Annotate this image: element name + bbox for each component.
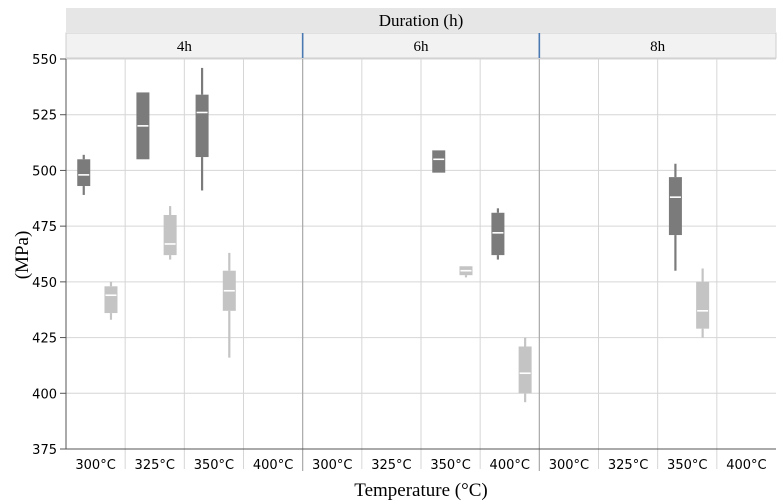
box-body xyxy=(432,150,446,173)
facet-header-background xyxy=(66,8,776,32)
box-body xyxy=(163,215,177,256)
box-4h-300°C-dark xyxy=(77,154,91,195)
x-axis-label: Temperature (°C) xyxy=(354,480,487,501)
y-axis-label: (MPa) xyxy=(12,231,33,280)
box-4h-350°C-light xyxy=(222,252,236,358)
box-4h-325°C-light xyxy=(163,206,177,260)
box-4h-325°C-dark xyxy=(136,92,150,160)
panel-label-8h: 8h xyxy=(650,39,666,55)
box-body xyxy=(195,94,209,158)
y-tick-label: 475 xyxy=(32,220,57,235)
box-body xyxy=(77,159,91,187)
panel-headers: 4h 6h 8h xyxy=(65,32,777,59)
x-tick-label: 325°C xyxy=(608,458,648,473)
box-6h-350°C-light xyxy=(459,266,473,278)
panel-header-6h xyxy=(302,32,540,59)
x-tick-label: 325°C xyxy=(371,458,411,473)
box-body xyxy=(668,177,682,236)
box-body xyxy=(104,286,118,314)
x-tick-label: 325°C xyxy=(135,458,175,473)
x-tick-label: 350°C xyxy=(194,458,234,473)
x-tick-label: 400°C xyxy=(490,458,530,473)
box-body xyxy=(518,346,532,394)
panel-label-6h: 6h xyxy=(414,39,430,55)
facet-header-title: Duration (h) xyxy=(379,11,464,30)
x-tick-label: 350°C xyxy=(667,458,707,473)
y-tick-label: 400 xyxy=(32,387,57,402)
y-tick-label: 450 xyxy=(32,276,57,291)
panel-header-4h xyxy=(65,32,304,59)
box-6h-350°C-dark xyxy=(432,150,446,173)
box-6h-400°C-dark xyxy=(491,208,505,260)
panel-header-8h xyxy=(538,32,777,59)
y-tick-label: 425 xyxy=(32,332,57,347)
box-6h-400°C-light xyxy=(518,337,532,403)
box-body xyxy=(696,281,710,329)
x-tick-label: 400°C xyxy=(726,458,766,473)
x-tick-label: 350°C xyxy=(430,458,470,473)
grid-lines xyxy=(66,58,776,471)
x-tick-label: 400°C xyxy=(253,458,293,473)
axes: 375 400 425 450 475 500 525 550 300°C 325°C 350°C 4… xyxy=(32,53,776,473)
x-tick-label: 300°C xyxy=(549,458,589,473)
y-tick-label: 500 xyxy=(32,164,57,179)
box-4h-350°C-dark xyxy=(195,67,209,191)
panel-label-4h: 4h xyxy=(177,39,193,55)
box-body xyxy=(491,212,505,256)
boxes xyxy=(77,67,710,403)
box-4h-300°C-light xyxy=(104,281,118,320)
y-tick-label: 525 xyxy=(32,109,57,124)
x-tick-label: 300°C xyxy=(75,458,115,473)
box-8h-350°C-light xyxy=(696,268,710,338)
y-tick-label: 550 xyxy=(32,53,57,68)
y-tick-label: 375 xyxy=(32,443,57,458)
box-8h-350°C-dark xyxy=(668,163,682,271)
x-tick-label: 300°C xyxy=(312,458,352,473)
